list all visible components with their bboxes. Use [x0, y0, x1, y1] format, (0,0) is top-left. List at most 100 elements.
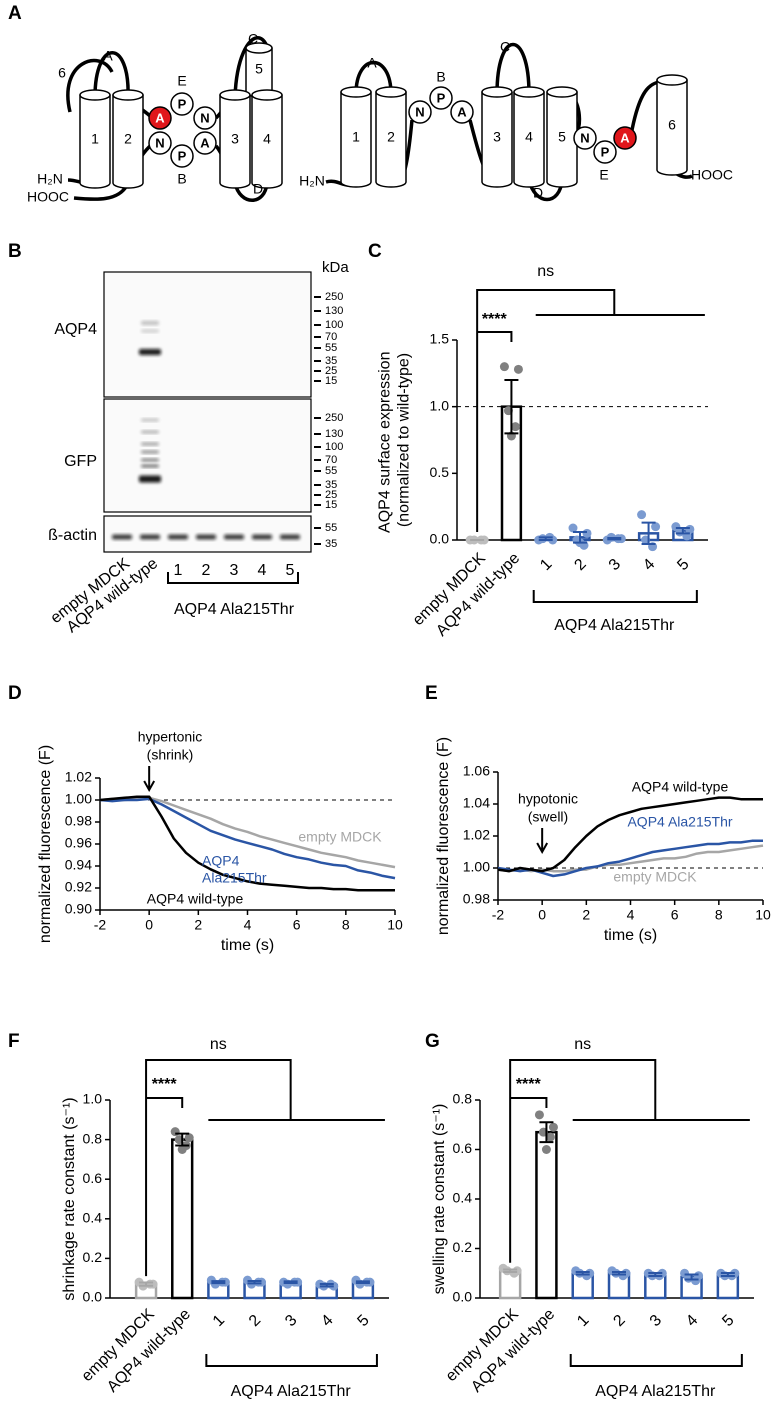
helix-top — [481, 86, 513, 98]
x-tick-label: -2 — [492, 907, 505, 923]
motif-letter: P — [601, 144, 610, 159]
motif-residue — [148, 131, 172, 155]
data-point — [651, 522, 661, 532]
series-label: empty MDCK — [298, 829, 382, 845]
band — [280, 534, 300, 540]
error-bar — [573, 531, 587, 544]
motif-residue — [613, 126, 637, 150]
series-line — [497, 796, 763, 873]
significance-bracket — [146, 1097, 184, 1108]
error-bar — [720, 1272, 735, 1277]
terminus: H₂N — [37, 171, 63, 187]
helix-top — [112, 89, 144, 101]
data-point — [611, 1268, 621, 1278]
y-tick-label: 0.8 — [83, 1130, 103, 1146]
motif-letter: A — [155, 110, 165, 125]
error-bar — [504, 379, 519, 435]
text-line: (normalized to wild-type) — [396, 353, 413, 527]
category-label: 1 — [537, 556, 555, 574]
marker-label: 15 — [325, 375, 337, 387]
y-tick-label: 0.94 — [65, 857, 92, 873]
group-bracket — [569, 1354, 743, 1367]
blot-membrane — [103, 515, 312, 553]
error-bar — [503, 1268, 518, 1274]
helix — [656, 80, 688, 176]
helix-top — [245, 42, 273, 54]
panel-label: B — [8, 241, 22, 262]
helix-number: 1 — [352, 129, 360, 145]
loop-label: E — [599, 167, 608, 183]
marker-label: 70 — [325, 454, 337, 466]
band — [141, 321, 159, 325]
y-tick-label: 1.04 — [463, 795, 490, 811]
y-tick-label: 0.0 — [430, 531, 450, 547]
category-label: 3 — [282, 1312, 300, 1330]
category-label: 2 — [246, 1312, 264, 1330]
category-label: 3 — [606, 556, 624, 574]
text-line: AQP4 — [202, 852, 243, 868]
x-tick-label: 0 — [538, 907, 546, 923]
helix-top — [251, 89, 283, 101]
loop-label: A — [103, 48, 113, 64]
category-label: 4 — [640, 556, 658, 574]
group-label: AQP4 Ala215Thr — [595, 1383, 716, 1400]
x-axis-label: time (s) — [221, 937, 274, 954]
marker-label: 100 — [325, 441, 343, 453]
category-label: 5 — [719, 1312, 737, 1330]
data-point — [513, 364, 523, 374]
error-bar — [247, 1279, 262, 1285]
group-label: AQP4 Ala215Thr — [174, 601, 295, 618]
data-point — [177, 1145, 187, 1154]
y-tick-label: 0.2 — [83, 1249, 103, 1265]
x-tick-label: 6 — [293, 917, 301, 933]
data-point — [541, 1145, 551, 1154]
error-bar — [355, 1280, 370, 1284]
marker-label: 250 — [325, 412, 343, 424]
group-label: AQP4 Ala215Thr — [231, 1383, 352, 1400]
error-bar — [607, 537, 622, 541]
motif-letter: A — [620, 130, 630, 145]
motif-residue — [148, 106, 172, 130]
significance-label: **** — [482, 311, 508, 328]
error-bar — [211, 1280, 226, 1285]
significance-label: **** — [152, 1076, 178, 1093]
marker-label: 250 — [325, 291, 343, 303]
loop-label: C — [248, 31, 258, 47]
helix-number: 6 — [668, 117, 676, 133]
group-label: AQP4 Ala215Thr — [554, 617, 675, 634]
motif-letter: N — [415, 104, 424, 119]
series-label: empty MDCK — [613, 869, 697, 885]
error-bar — [319, 1282, 334, 1288]
data-point — [691, 1276, 701, 1286]
y-tick-label: 0.98 — [65, 813, 92, 829]
loop — [66, 58, 114, 113]
significance-bracket — [509, 1059, 750, 1263]
significance-bracket — [510, 1097, 548, 1108]
marker-label: 55 — [325, 342, 337, 354]
y-tick-label: 0.6 — [453, 1140, 473, 1156]
helix-top — [513, 86, 545, 98]
helix — [546, 92, 578, 188]
motif-letter: N — [200, 110, 209, 125]
error-bar — [648, 1272, 663, 1277]
y-tick-label: 1.02 — [463, 827, 490, 843]
error-bar — [684, 1273, 699, 1281]
y-axis-label: swelling rate constant (s⁻¹) — [431, 1104, 448, 1295]
data-point — [254, 1277, 263, 1287]
y-tick-label: 1.00 — [65, 791, 92, 807]
marker-label: 35 — [325, 479, 337, 491]
loop-label: B — [177, 171, 186, 187]
helix-number: 1 — [91, 131, 99, 147]
significance-label: **** — [516, 1076, 542, 1093]
x-tick-label: 10 — [755, 907, 771, 923]
error-bar — [175, 1132, 190, 1147]
data-point — [568, 523, 578, 533]
y-axis-label: AQP4 surface expression (normalized to w… — [377, 347, 413, 533]
panel-label: C — [368, 241, 382, 262]
lane-label: 5 — [286, 562, 295, 579]
helix — [375, 92, 407, 188]
marker-label: 130 — [325, 428, 343, 440]
error-bar — [641, 521, 656, 545]
error-bar — [139, 1281, 154, 1287]
significance-bracket — [145, 1059, 385, 1277]
